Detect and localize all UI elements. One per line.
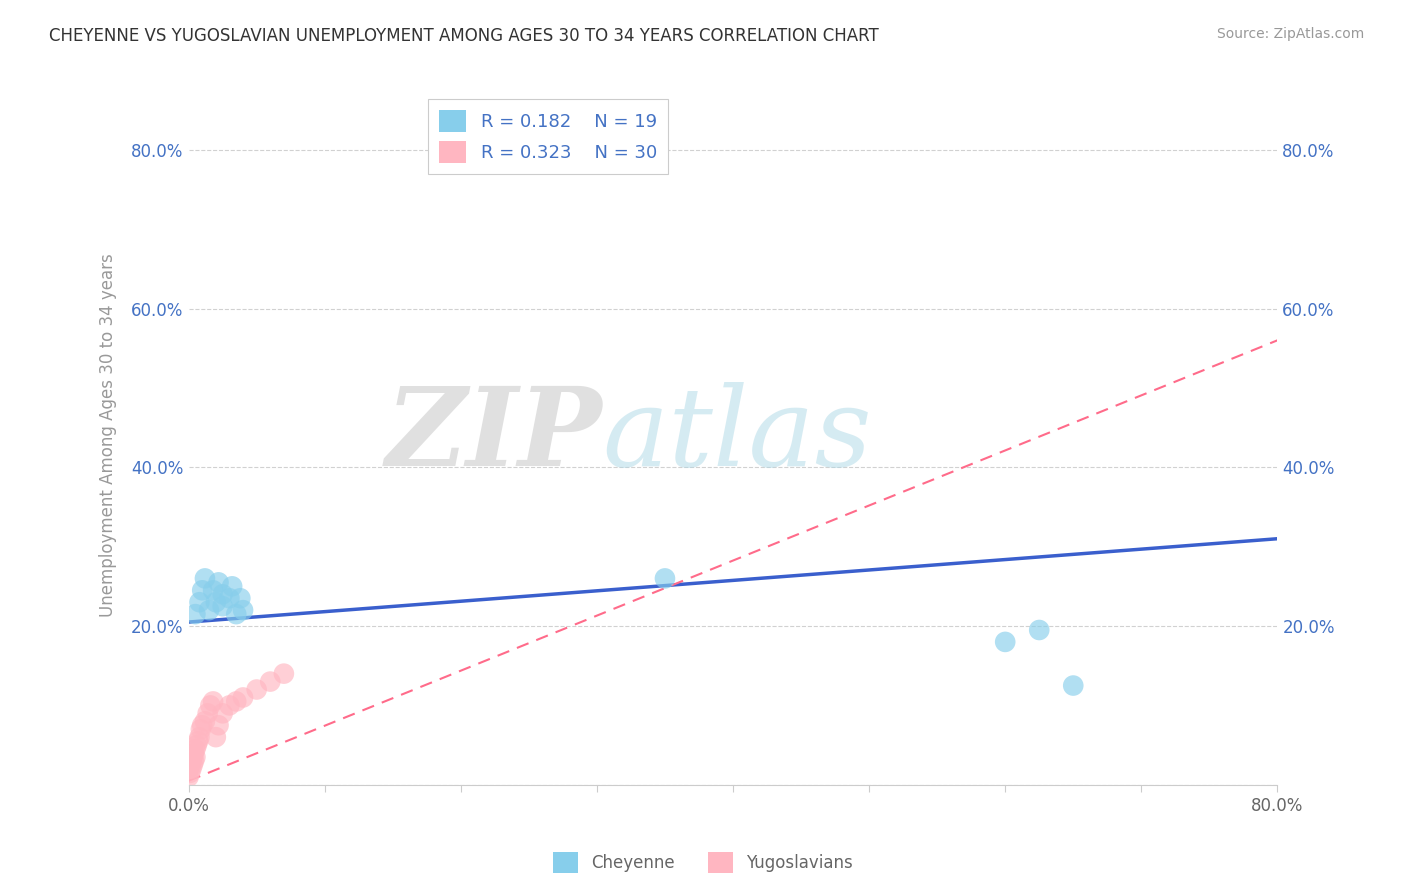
Yugoslavians <box>181 750 204 764</box>
Yugoslavians <box>180 762 202 776</box>
Text: atlas: atlas <box>602 382 872 490</box>
Yugoslavians <box>202 694 225 708</box>
Yugoslavians <box>186 738 208 752</box>
Cheyenne <box>229 591 252 606</box>
Cheyenne <box>218 591 240 606</box>
Cheyenne <box>191 583 214 598</box>
Yugoslavians <box>232 690 254 705</box>
Yugoslavians <box>273 666 295 681</box>
Cheyenne <box>188 595 211 609</box>
Yugoslavians <box>177 762 200 776</box>
Cheyenne <box>221 579 243 593</box>
Yugoslavians <box>191 718 214 732</box>
Cheyenne <box>205 595 228 609</box>
Yugoslavians <box>187 734 209 748</box>
Cheyenne <box>207 575 229 590</box>
Yugoslavians <box>197 706 219 721</box>
Yugoslavians <box>211 706 233 721</box>
Yugoslavians <box>207 718 229 732</box>
Yugoslavians <box>184 750 207 764</box>
Yugoslavians <box>180 754 202 768</box>
Cheyenne <box>1062 679 1084 693</box>
Cheyenne <box>194 571 217 585</box>
Legend: R = 0.182    N = 19, R = 0.323    N = 30: R = 0.182 N = 19, R = 0.323 N = 30 <box>429 99 668 174</box>
Yugoslavians <box>183 746 205 760</box>
Yugoslavians <box>200 698 222 713</box>
Yugoslavians <box>179 758 201 772</box>
Legend: Cheyenne, Yugoslavians: Cheyenne, Yugoslavians <box>546 846 860 880</box>
Yugoslavians <box>205 730 228 744</box>
Cheyenne <box>202 583 225 598</box>
Cheyenne <box>654 571 676 585</box>
Text: ZIP: ZIP <box>385 382 602 490</box>
Cheyenne <box>184 607 207 621</box>
Cheyenne <box>198 603 221 617</box>
Yugoslavians <box>225 694 247 708</box>
Y-axis label: Unemployment Among Ages 30 to 34 years: Unemployment Among Ages 30 to 34 years <box>100 253 117 617</box>
Yugoslavians <box>183 754 205 768</box>
Text: CHEYENNE VS YUGOSLAVIAN UNEMPLOYMENT AMONG AGES 30 TO 34 YEARS CORRELATION CHART: CHEYENNE VS YUGOSLAVIAN UNEMPLOYMENT AMO… <box>49 27 879 45</box>
Yugoslavians <box>218 698 240 713</box>
Yugoslavians <box>184 742 207 756</box>
Yugoslavians <box>179 765 201 780</box>
Yugoslavians <box>177 770 200 784</box>
Yugoslavians <box>259 674 281 689</box>
Yugoslavians <box>190 722 212 736</box>
Cheyenne <box>994 635 1017 649</box>
Yugoslavians <box>188 730 211 744</box>
Text: Source: ZipAtlas.com: Source: ZipAtlas.com <box>1216 27 1364 41</box>
Cheyenne <box>211 587 233 601</box>
Yugoslavians <box>181 758 204 772</box>
Cheyenne <box>211 599 233 614</box>
Yugoslavians <box>194 714 217 729</box>
Yugoslavians <box>246 682 269 697</box>
Cheyenne <box>1028 623 1050 637</box>
Cheyenne <box>225 607 247 621</box>
Cheyenne <box>232 603 254 617</box>
